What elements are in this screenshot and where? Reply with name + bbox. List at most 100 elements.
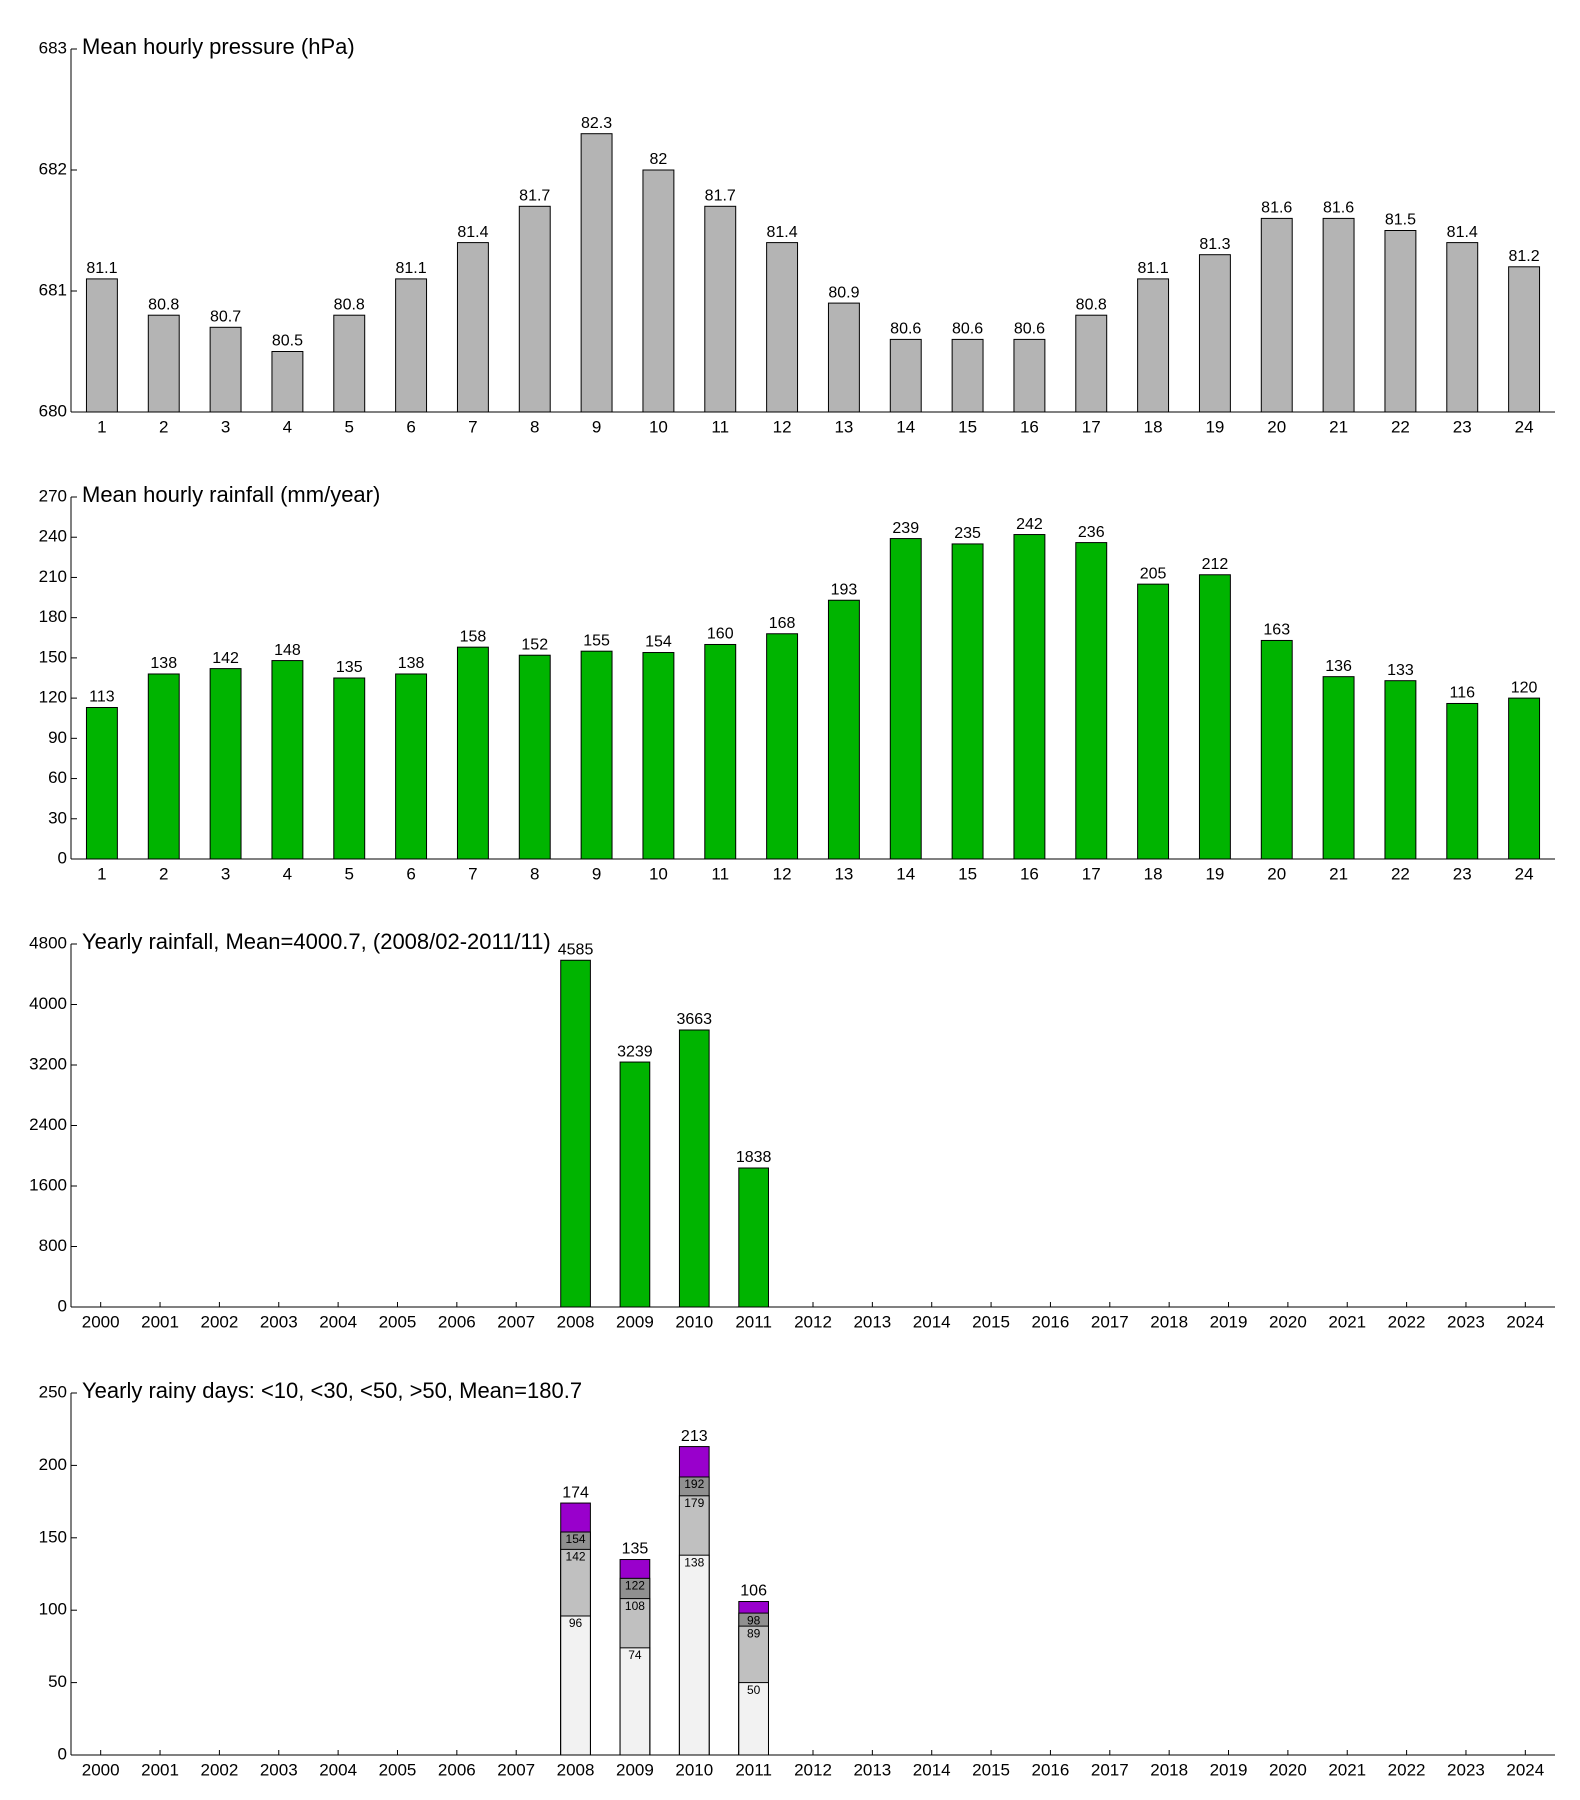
x-tick-label: 2012 <box>794 1312 832 1331</box>
value-label: 158 <box>460 628 487 645</box>
x-tick-label: 2010 <box>675 1312 713 1331</box>
bar <box>827 302 860 413</box>
bar <box>1384 230 1417 413</box>
y-tick-label: 150 <box>39 647 67 666</box>
value-label: 50 <box>747 1683 761 1697</box>
x-tick-label: 4 <box>283 417 292 436</box>
bar <box>147 314 180 413</box>
value-label: 154 <box>566 1532 586 1546</box>
bar <box>1075 314 1108 413</box>
value-label: 80.8 <box>334 296 365 313</box>
bar <box>704 205 737 413</box>
value-label: 80.5 <box>272 333 303 350</box>
x-tick-label: 19 <box>1205 864 1224 883</box>
x-tick-label: 2001 <box>141 1312 179 1331</box>
bar <box>766 633 799 860</box>
y-tick-label: 90 <box>48 728 67 747</box>
x-tick-label: 18 <box>1144 864 1163 883</box>
bar <box>456 242 489 413</box>
bar <box>889 538 922 860</box>
x-tick-label: 2007 <box>497 1312 535 1331</box>
x-tick-label: 2000 <box>82 1760 120 1779</box>
x-tick-label: 2 <box>159 417 168 436</box>
y-tick-label: 680 <box>39 401 67 420</box>
chart-title: Yearly rainy days: <10, <30, <50, >50, M… <box>82 1378 582 1403</box>
bar <box>395 278 428 413</box>
bar <box>827 599 860 860</box>
value-label: 81.1 <box>396 260 427 277</box>
chart-title: Mean hourly rainfall (mm/year) <box>82 482 380 507</box>
x-tick-label: 2008 <box>557 1760 595 1779</box>
bar <box>642 652 675 860</box>
bar <box>518 205 551 413</box>
x-tick-label: 2020 <box>1269 1312 1307 1331</box>
x-tick-label: 2019 <box>1210 1312 1248 1331</box>
x-tick-label: 6 <box>406 417 415 436</box>
bar <box>889 338 922 413</box>
value-label: 81.6 <box>1261 200 1292 217</box>
bar <box>619 1647 651 1756</box>
value-label: 193 <box>831 581 858 598</box>
value-label: 81.4 <box>767 224 798 241</box>
bar <box>766 242 799 413</box>
x-tick-label: 13 <box>834 864 853 883</box>
x-tick-label: 2023 <box>1447 1312 1485 1331</box>
value-label: 205 <box>1140 565 1167 582</box>
x-tick-label: 2012 <box>794 1760 832 1779</box>
x-tick-label: 23 <box>1453 864 1472 883</box>
x-tick-label: 22 <box>1391 417 1410 436</box>
value-label: 122 <box>625 1579 645 1593</box>
x-tick-label: 8 <box>530 417 539 436</box>
value-label: 213 <box>681 1428 708 1445</box>
x-tick-label: 2005 <box>379 1312 417 1331</box>
bar <box>271 351 304 413</box>
x-tick-label: 22 <box>1391 864 1410 883</box>
value-label: 152 <box>521 636 548 653</box>
value-label: 80.6 <box>890 321 921 338</box>
value-label: 81.7 <box>519 188 550 205</box>
chart-title: Mean hourly pressure (hPa) <box>82 34 355 59</box>
value-label: 81.2 <box>1509 248 1540 265</box>
bar <box>560 959 591 1308</box>
value-label: 96 <box>569 1616 583 1630</box>
bar <box>271 660 304 860</box>
value-label: 138 <box>684 1555 704 1569</box>
bar <box>333 314 366 413</box>
value-label: 80.8 <box>148 296 179 313</box>
value-label: 89 <box>747 1626 761 1640</box>
x-tick-label: 2013 <box>853 1312 891 1331</box>
x-tick-label: 2015 <box>972 1760 1010 1779</box>
x-tick-label: 10 <box>649 417 668 436</box>
y-tick-label: 200 <box>39 1455 67 1474</box>
x-tick-label: 2013 <box>853 1760 891 1779</box>
x-tick-label: 3 <box>221 417 230 436</box>
value-label: 135 <box>336 659 363 676</box>
y-tick-label: 0 <box>58 1744 67 1763</box>
x-tick-label: 7 <box>468 864 477 883</box>
value-label: 174 <box>562 1484 589 1501</box>
x-tick-label: 2010 <box>675 1760 713 1779</box>
x-tick-label: 5 <box>345 864 354 883</box>
bar <box>147 673 180 860</box>
x-tick-label: 8 <box>530 864 539 883</box>
value-label: 179 <box>684 1496 704 1510</box>
x-tick-label: 20 <box>1267 864 1286 883</box>
x-tick-label: 2008 <box>557 1312 595 1331</box>
x-tick-label: 2003 <box>260 1312 298 1331</box>
x-tick-label: 2021 <box>1328 1760 1366 1779</box>
value-label: 108 <box>625 1599 645 1613</box>
bar <box>642 169 675 413</box>
x-tick-label: 20 <box>1267 417 1286 436</box>
x-tick-label: 17 <box>1082 864 1101 883</box>
x-tick-label: 1 <box>97 417 106 436</box>
bar <box>580 650 613 860</box>
x-tick-label: 2019 <box>1210 1760 1248 1779</box>
bar <box>560 1615 591 1756</box>
bar <box>580 133 613 413</box>
value-label: 163 <box>1263 622 1290 639</box>
value-label: 74 <box>628 1648 642 1662</box>
value-label: 235 <box>954 525 981 542</box>
value-label: 81.7 <box>705 188 736 205</box>
bar <box>678 1029 710 1308</box>
y-tick-label: 2400 <box>29 1115 67 1134</box>
